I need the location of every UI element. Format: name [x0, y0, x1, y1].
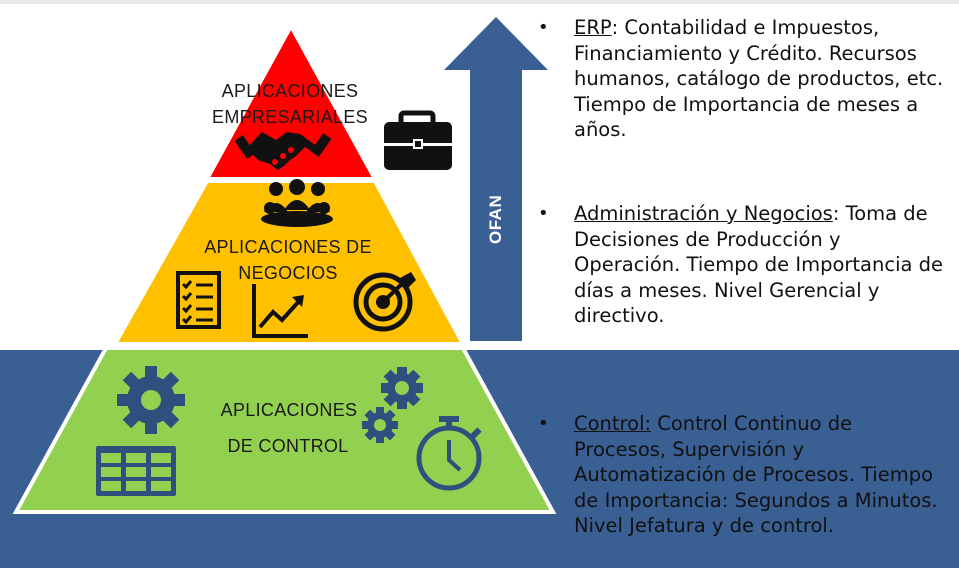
bullet-title: Control:	[574, 412, 652, 435]
pyramid-level-top	[203, 21, 379, 181]
ofan-arrow-label: OFAN	[486, 194, 505, 244]
team-meeting-icon	[261, 179, 333, 227]
target-icon	[353, 272, 416, 332]
bullet-erp: • ERP: Contabilidad e Impuestos, Financi…	[536, 15, 946, 143]
level-middle-label: APLICACIONES DE NEGOCIOS	[178, 234, 398, 286]
level-bottom-label-line2: DE CONTROL	[227, 436, 349, 456]
growth-chart-icon	[252, 284, 308, 338]
level-bottom-label: APLICACIONES DE CONTROL	[198, 397, 378, 459]
bullet-dot: •	[538, 17, 549, 38]
level-bottom-label-line1: APLICACIONES	[220, 400, 358, 420]
stopwatch-icon	[416, 416, 482, 491]
bullet-dot: •	[538, 203, 549, 224]
ofan-arrow	[444, 17, 548, 341]
bullet-text: Control Continuo de Procesos, Supervisió…	[574, 412, 938, 537]
level-top-label: APLICACIONES EMPRESARIALES	[195, 78, 385, 130]
table-grid-icon	[96, 446, 176, 496]
bullet-text: Contabilidad e Impuestos, Financiamiento…	[574, 16, 944, 141]
level-top-label-line2: EMPRESARIALES	[212, 107, 368, 127]
briefcase-icon	[384, 110, 452, 170]
checklist-icon	[176, 271, 221, 329]
bullet-administracion: • Administración y Negocios: Toma de Dec…	[536, 201, 946, 329]
bullet-text: Toma de Decisiones de Producción y Opera…	[574, 202, 944, 327]
bullet-title: ERP	[574, 16, 612, 39]
top-border	[0, 0, 959, 4]
bullet-title: Administración y Negocios	[574, 202, 833, 225]
level-middle-label-line1: APLICACIONES DE	[204, 237, 372, 257]
bullet-control: • Control: Control Continuo de Procesos,…	[536, 411, 946, 539]
bullet-separator: :	[832, 202, 840, 225]
handshake-icon	[234, 132, 332, 170]
level-middle-label-line2: NEGOCIOS	[238, 263, 338, 283]
level-top-label-line1: APLICACIONES	[221, 81, 359, 101]
gears-icon	[362, 367, 423, 443]
bullet-dot: •	[538, 413, 549, 434]
gear-icon	[117, 366, 185, 434]
bullet-separator: :	[611, 16, 619, 39]
